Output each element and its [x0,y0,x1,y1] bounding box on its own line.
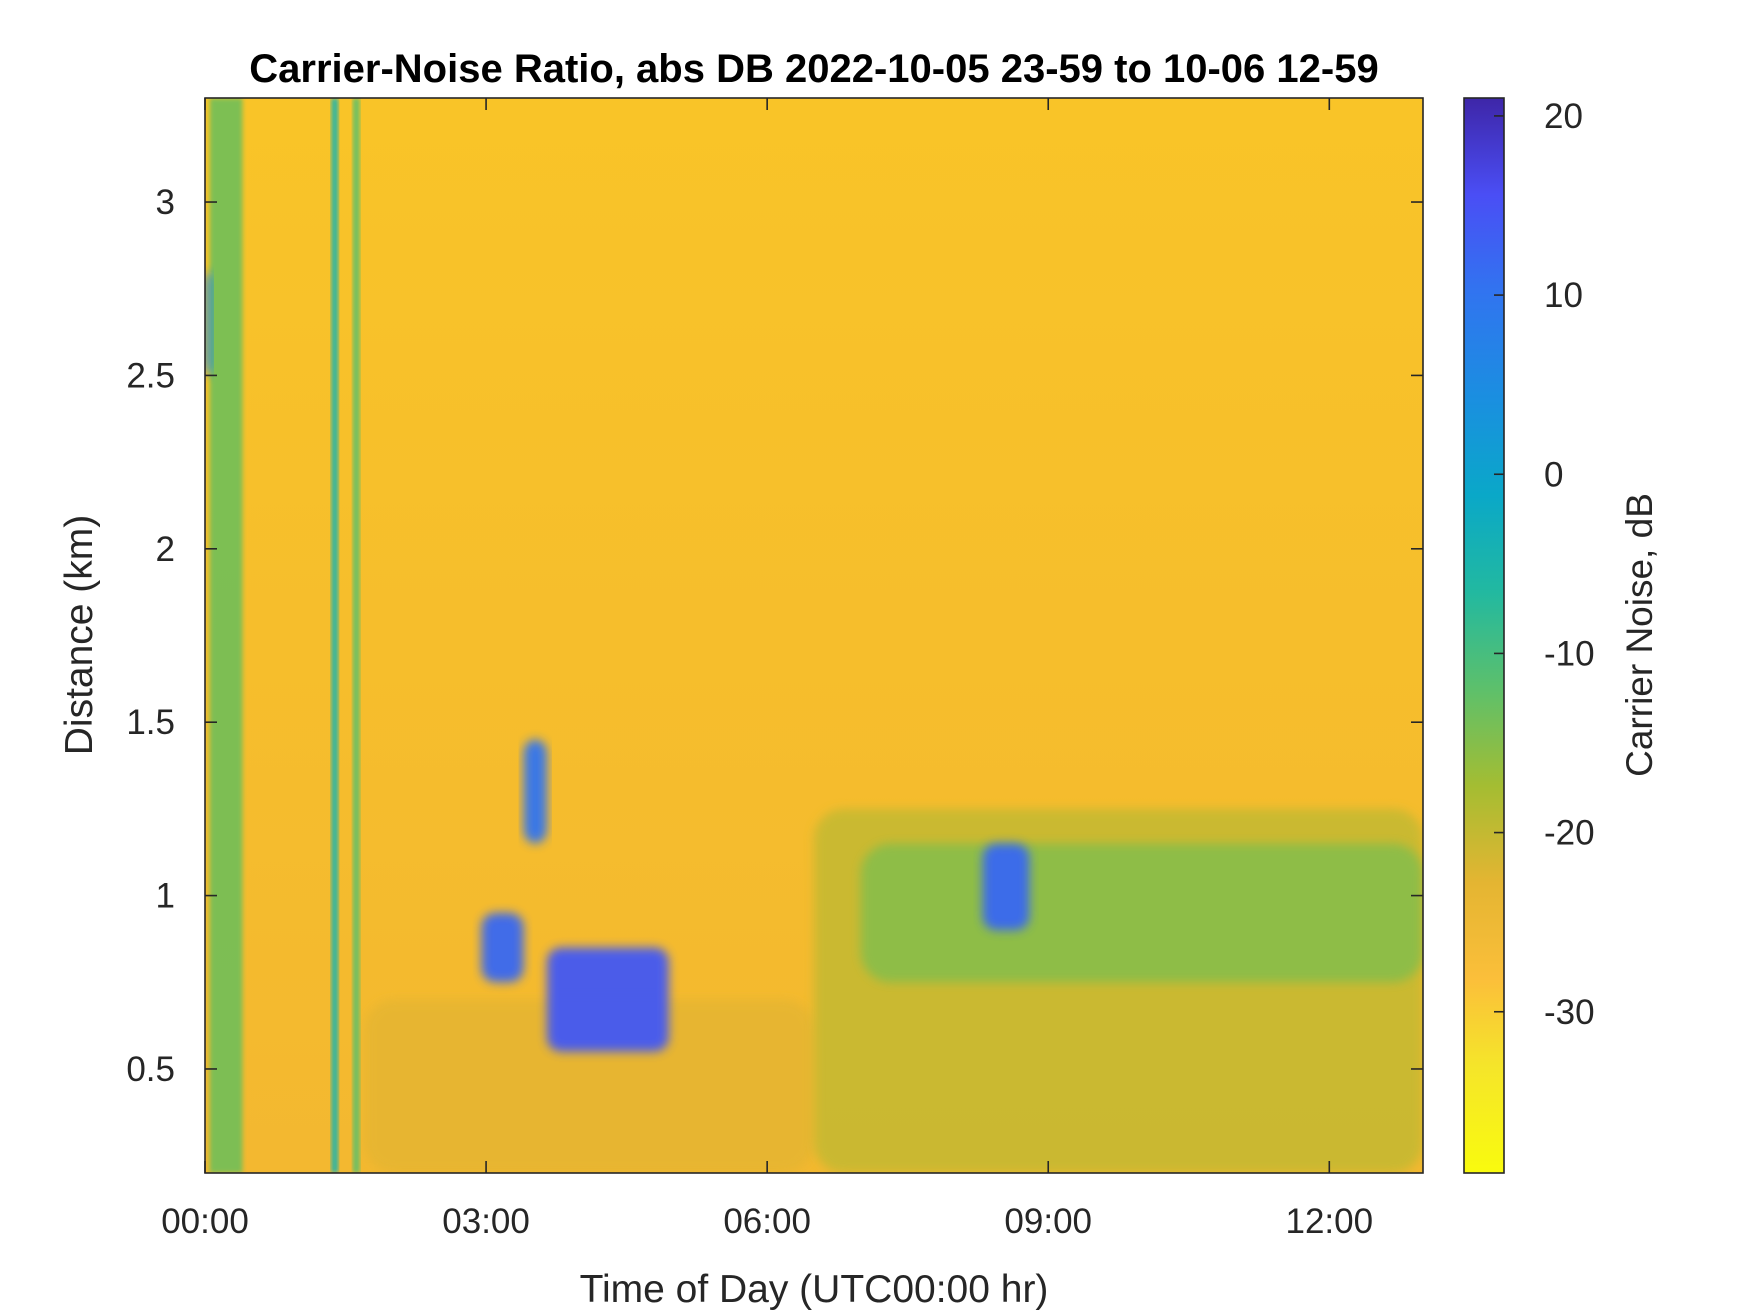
y-axis-label: Distance (km) [58,515,101,756]
y-tick-label-5: 3 [156,183,175,222]
heatmap-region-cloud-10 [205,271,213,376]
heatmap-plot-area [205,98,1423,1173]
heatmap-region-vertical-stripe-5 [353,98,360,1173]
heatmap-region-cloud-9 [982,843,1030,931]
chart-title: Carrier-Noise Ratio, abs DB 2022-10-05 2… [249,47,1378,91]
x-axis-label: Time of Day (UTC00:00 hr) [580,1268,1049,1311]
heatmap-region-vertical-stripe-4 [331,98,339,1173]
colorbar-tick-label-5: -30 [1544,993,1595,1032]
heatmap-region-boundary-layer-0 [364,999,814,1173]
y-tick-label-1: 1 [156,877,175,916]
colorbar-frame [1463,97,1505,1174]
colorbar-tick-label-3: -10 [1544,634,1595,673]
heatmap-region-cloud-7 [523,739,547,844]
y-tick-label-2: 1.5 [126,703,175,742]
x-tick-label-0: 00:00 [161,1202,249,1241]
x-axis: 00:00 03:00 06:00 09:00 12:00 [161,98,1373,1241]
y-tick-label-4: 2.5 [126,356,175,395]
colorbar-tick-label-1: 10 [1544,276,1583,315]
heatmap-region-cloud-6 [481,912,524,983]
x-tick-label-4: 12:00 [1286,1202,1374,1241]
colorbar-ticks: 20 10 0 -10 -20 -30 [1494,97,1595,1032]
colorbar-tick-label-2: 0 [1544,455,1563,494]
heatmap-region-boundary-layer-core-2 [860,843,1423,983]
y-tick-label-3: 2 [156,530,175,569]
x-tick-label-3: 09:00 [1004,1202,1092,1241]
y-tick-label-0: 0.5 [126,1050,175,1089]
colorbar-label: Carrier Noise, dB [1619,493,1660,777]
heatmap-region-cloud-8 [547,947,669,1052]
colorbar: 20 10 0 -10 -20 -30 [1463,97,1595,1174]
colorbar-tick-label-0: 20 [1544,97,1583,136]
y-axis: 0.5 1 1.5 2 2.5 3 [126,183,1423,1089]
x-tick-label-2: 06:00 [723,1202,811,1241]
colorbar-tick-label-4: -20 [1544,814,1595,853]
plot-frame [204,97,1424,1174]
colorbar-gradient [1464,98,1504,1173]
heatmap-region-vertical-stripe-3 [209,98,243,1173]
heatmap-features [205,98,1423,1173]
x-tick-label-1: 03:00 [442,1202,530,1241]
